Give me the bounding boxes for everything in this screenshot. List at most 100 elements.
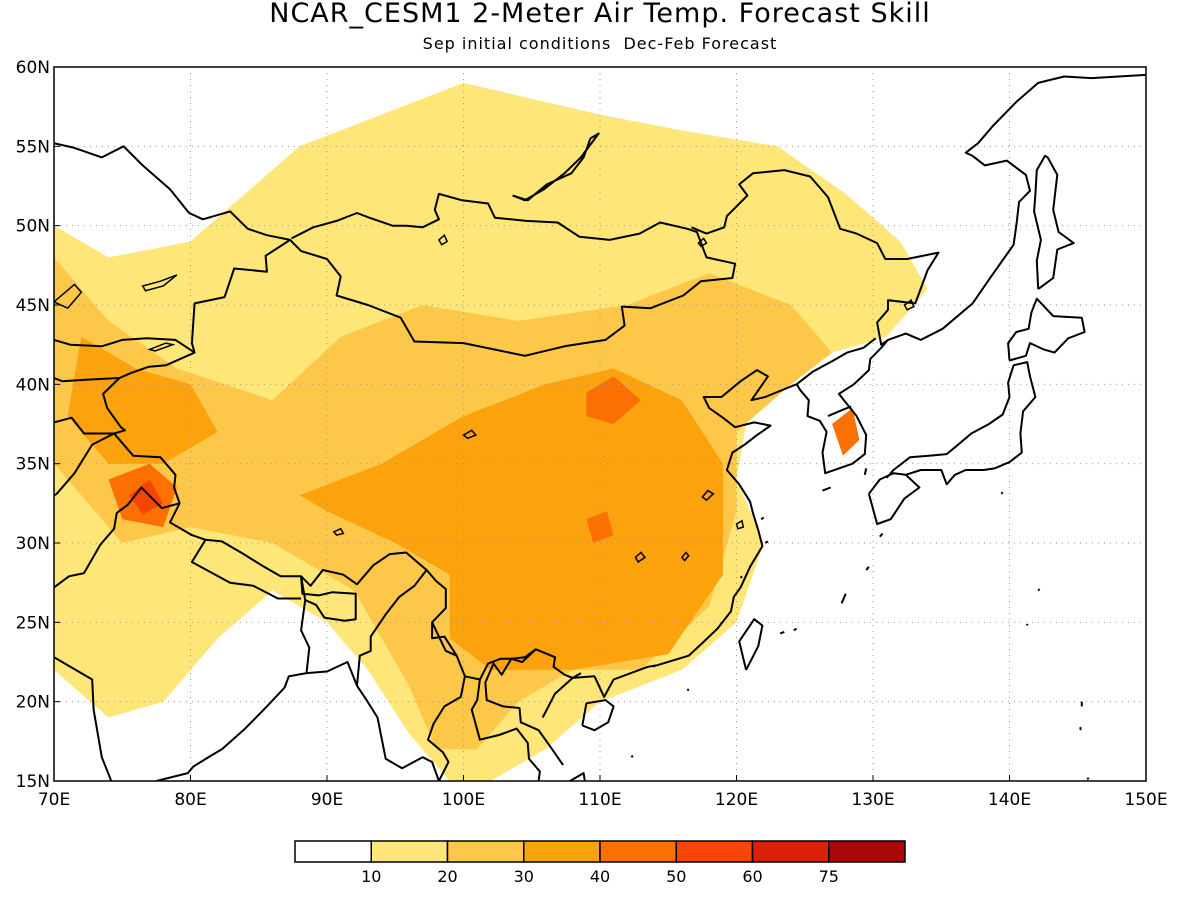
lon-tick-label: 70E	[38, 790, 70, 810]
map-subtitle: Sep initial conditions Dec-Feb Forecast	[422, 34, 778, 53]
coastline	[54, 432, 115, 497]
coastline	[1007, 297, 1086, 362]
coastline	[54, 142, 737, 357]
color-legend: 10 20 30 40 50 60 75	[294, 840, 906, 886]
lat-tick-label: 40N	[16, 375, 50, 395]
coastline	[569, 772, 586, 781]
coastline	[484, 648, 564, 766]
island	[793, 627, 798, 632]
skill-region-4	[586, 376, 641, 424]
lake-outline	[332, 527, 345, 536]
legend-label: 40	[590, 867, 610, 886]
lat-tick-label: 50N	[16, 217, 50, 237]
lake-outline	[462, 429, 478, 440]
coastline	[356, 569, 428, 686]
coastline	[691, 169, 940, 346]
island	[879, 532, 884, 538]
coastline	[54, 416, 115, 435]
island	[760, 516, 765, 521]
skill-region-8	[129, 479, 164, 515]
lat-tick-label: 15N	[16, 772, 50, 792]
lat-tick-label: 60N	[16, 58, 50, 78]
legend-label: 30	[514, 867, 534, 886]
island	[630, 754, 634, 758]
island	[1000, 491, 1004, 495]
island	[764, 540, 769, 544]
lon-tick-label: 90E	[311, 790, 343, 810]
island	[652, 664, 657, 668]
lat-tick-label: 30N	[16, 534, 50, 554]
legend-swatch	[294, 840, 372, 863]
legend-swatch	[446, 840, 525, 863]
coastline	[190, 539, 302, 600]
legend-label: 50	[666, 867, 686, 886]
lake-outline	[147, 342, 176, 352]
coastline	[885, 361, 1037, 486]
lat-tick-label: 45N	[16, 296, 50, 316]
coastline	[738, 618, 764, 671]
island	[779, 630, 785, 635]
coastline	[300, 576, 357, 622]
skill-region-3	[67, 336, 218, 464]
island	[1086, 777, 1090, 781]
map-title: NCAR_CESM1 2-Meter Air Temp. Forecast Sk…	[269, 0, 931, 29]
coastline	[581, 699, 615, 732]
lat-tick-label: 55N	[16, 137, 50, 157]
legend-label: 10	[361, 867, 381, 886]
legend-label: 60	[742, 867, 762, 886]
legend-swatch	[370, 840, 449, 863]
skill-region-6	[586, 511, 614, 543]
legend-swatch	[675, 840, 754, 863]
lon-tick-label: 130E	[851, 790, 894, 810]
island	[822, 486, 832, 492]
coastline	[867, 472, 921, 525]
coastline	[54, 337, 196, 354]
coastline	[427, 676, 466, 781]
skill-shading	[54, 82, 928, 781]
lake-outline	[437, 233, 449, 246]
island	[686, 688, 690, 692]
coastline	[156, 661, 440, 781]
coastline	[795, 337, 877, 386]
coastline	[54, 486, 180, 589]
lake-outline	[680, 551, 690, 562]
coastline	[431, 621, 458, 657]
coastline	[827, 405, 852, 418]
lat-tick-label: 20N	[16, 693, 50, 713]
lon-tick-label: 110E	[578, 790, 621, 810]
lon-tick-label: 140E	[988, 790, 1031, 810]
island	[1074, 803, 1075, 806]
lon-tick-label: 100E	[442, 790, 485, 810]
lake-outline	[735, 519, 745, 530]
skill-region-7	[832, 408, 860, 456]
lake-outline	[634, 551, 647, 564]
lake-outline	[141, 274, 178, 292]
coastline	[470, 679, 541, 781]
legend-label: 20	[437, 867, 457, 886]
island	[840, 593, 847, 604]
legend-swatch	[828, 840, 906, 863]
legend-swatch	[751, 840, 830, 863]
coastline	[54, 377, 120, 383]
legend-label: 75	[819, 867, 839, 886]
legend-swatch	[599, 840, 677, 863]
lat-tick-label: 25N	[16, 613, 50, 633]
lon-tick-label: 150E	[1124, 790, 1167, 810]
coastline	[1033, 154, 1075, 290]
island	[739, 575, 743, 579]
coastlines-and-borders	[54, 73, 1146, 806]
lake-outline	[701, 489, 715, 502]
coastline	[300, 599, 311, 674]
lake-outline	[697, 237, 708, 248]
lat-lon-grid	[54, 67, 1146, 781]
lat-tick-label: 35N	[16, 455, 50, 475]
island	[863, 468, 868, 476]
map-axes: 70E 80E 90E 100E 110E 120E 130E 140E 150E 15N 20N 2…	[16, 58, 1168, 810]
lake-outline	[903, 299, 915, 311]
coastline	[572, 672, 582, 679]
legend-swatch	[523, 840, 601, 863]
coastline	[497, 780, 499, 781]
coastline	[102, 239, 574, 681]
coastline	[512, 132, 600, 202]
